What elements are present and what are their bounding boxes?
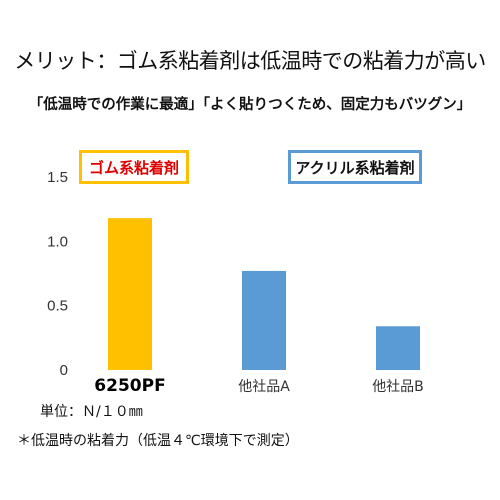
bar-2 bbox=[242, 270, 286, 370]
category-label: 他社品B bbox=[372, 379, 424, 395]
subheadline: 「低温時での作業に最適」「よく貼りつくため、固定力もバツグン」 bbox=[28, 97, 472, 113]
y-tick-label: 1.5 bbox=[47, 169, 68, 186]
y-tick-label: 0 bbox=[60, 362, 68, 379]
category-label: 6250PF bbox=[94, 376, 165, 396]
footnote: ＊低温時の粘着力（低温４℃環境下で測定） bbox=[17, 433, 299, 449]
legend-acrylic-adhesive: アクリル系粘着剤 bbox=[288, 150, 422, 184]
category-label: 他社品A bbox=[238, 379, 290, 395]
headline: メリット：ゴム系粘着剤は低温時での粘着力が高い bbox=[14, 49, 486, 73]
unit-note: 単位：Ｎ/１０㎜ bbox=[40, 404, 143, 420]
bar-1 bbox=[108, 218, 152, 370]
legend-rubber-adhesive: ゴム系粘着剤 bbox=[79, 150, 189, 184]
bar-3 bbox=[376, 326, 420, 370]
y-tick-label: 1.0 bbox=[47, 233, 68, 250]
y-tick-label: 0.5 bbox=[47, 298, 68, 315]
